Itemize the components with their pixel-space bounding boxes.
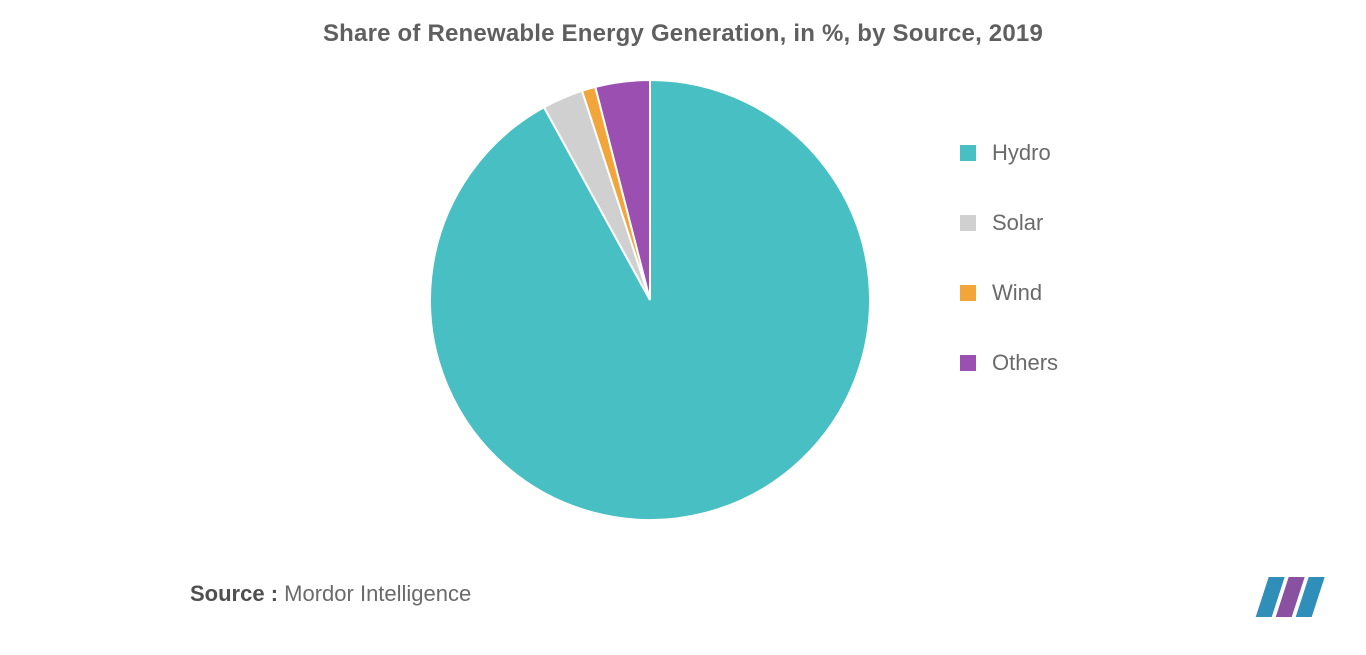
legend-label: Others [992, 350, 1058, 376]
legend: Hydro Solar Wind Others [960, 140, 1058, 376]
legend-swatch [960, 355, 976, 371]
legend-label: Solar [992, 210, 1043, 236]
legend-item-others: Others [960, 350, 1058, 376]
pie-svg [430, 80, 870, 520]
legend-item-solar: Solar [960, 210, 1058, 236]
chart-container: Share of Renewable Energy Generation, in… [0, 0, 1366, 655]
legend-swatch [960, 285, 976, 301]
legend-swatch [960, 215, 976, 231]
source-prefix: Source : [190, 581, 278, 606]
chart-title: Share of Renewable Energy Generation, in… [0, 20, 1366, 48]
legend-label: Hydro [992, 140, 1051, 166]
legend-item-hydro: Hydro [960, 140, 1058, 166]
brand-logo [1250, 573, 1328, 621]
legend-item-wind: Wind [960, 280, 1058, 306]
source-text: Mordor Intelligence [284, 581, 471, 606]
source-line: Source : Mordor Intelligence [190, 581, 471, 607]
legend-label: Wind [992, 280, 1042, 306]
pie-chart [430, 80, 870, 520]
logo-svg [1250, 573, 1328, 621]
pie-holder [430, 80, 870, 520]
legend-swatch [960, 145, 976, 161]
